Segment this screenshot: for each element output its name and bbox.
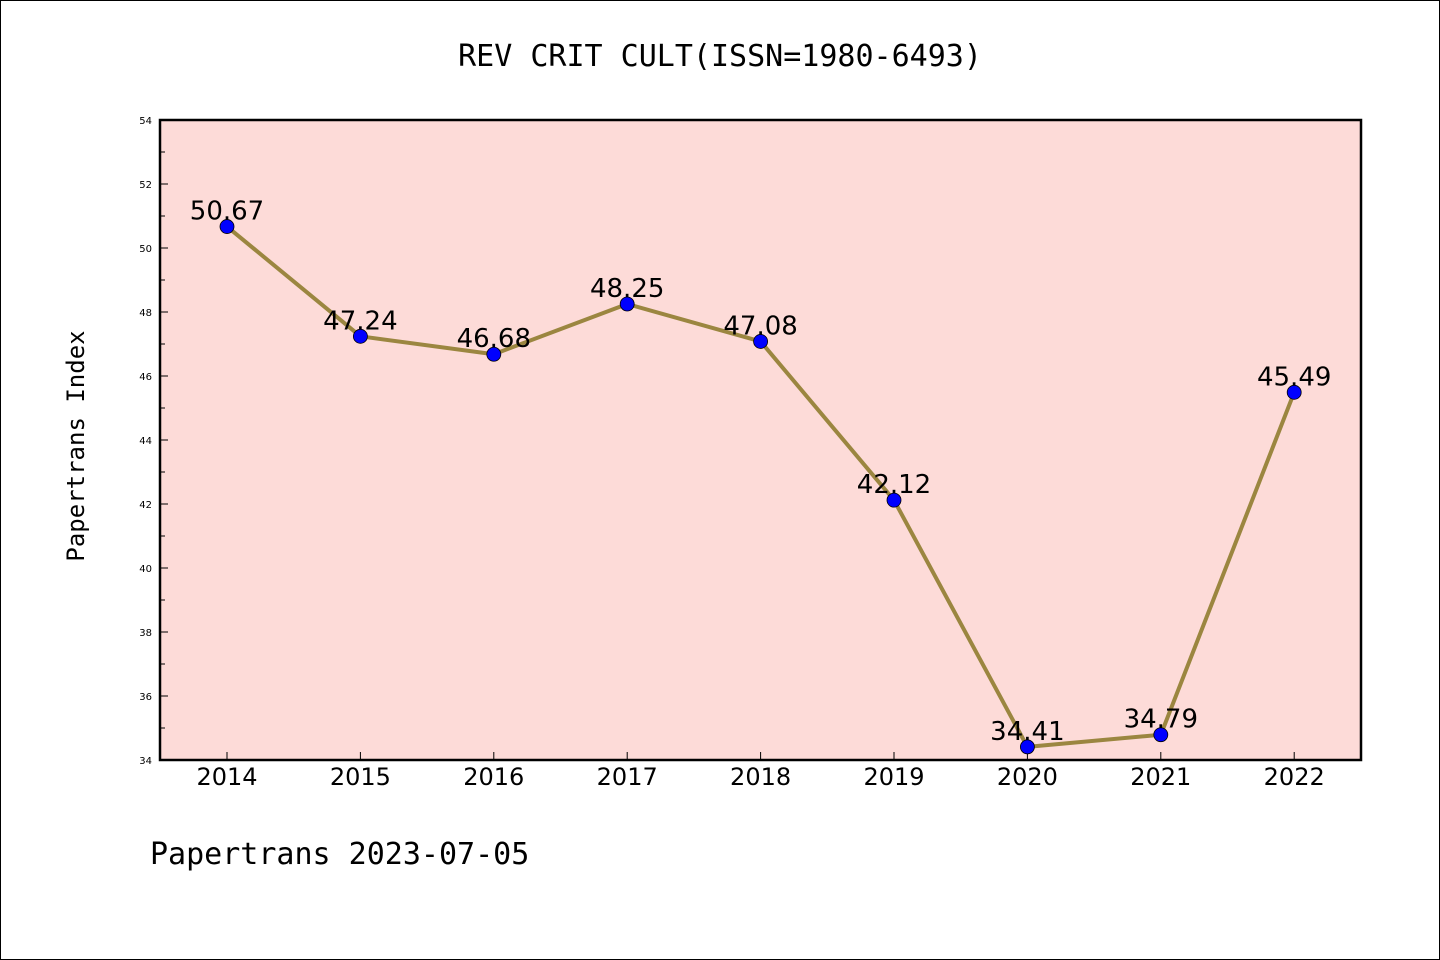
- plot-area: [158, 118, 1363, 762]
- data-label: 46.68: [457, 324, 531, 354]
- data-point: [753, 334, 768, 349]
- y-tick-label: 36: [139, 692, 152, 703]
- data-point: [352, 328, 368, 344]
- data-point: [886, 492, 902, 508]
- x-tick-label: 2020: [997, 763, 1058, 791]
- data-label: 47.24: [323, 306, 397, 336]
- axis-ticks: 34 36 38 40 42 44 46 48 50 52 54 2014 2015 2016 2017 20…: [139, 116, 1324, 791]
- data-label: 47.08: [723, 311, 797, 341]
- x-tick-label: 2017: [597, 763, 658, 791]
- y-tick-label: 40: [139, 564, 152, 575]
- data-point: [486, 346, 502, 362]
- y-tick-label: 34: [139, 756, 152, 767]
- data-point: [1286, 384, 1302, 400]
- y-tick-label: 54: [139, 116, 152, 127]
- x-tick-label: 2019: [863, 763, 924, 791]
- data-label: 45.49: [1257, 362, 1331, 392]
- data-label: 34.79: [1124, 705, 1198, 735]
- y-tick-label: 44: [139, 436, 152, 447]
- x-tick-label: 2016: [463, 763, 524, 791]
- data-point: [1020, 739, 1035, 755]
- footer-text: Papertrans 2023-07-05: [150, 837, 529, 872]
- chart-title: REV CRIT CULT(ISSN=1980-6493): [458, 39, 982, 74]
- data-label: 48.25: [590, 274, 664, 304]
- y-axis-label: Papertrans Index: [62, 330, 90, 561]
- x-tick-label: 2014: [196, 763, 257, 791]
- x-tick-label: 2021: [1130, 763, 1191, 791]
- y-tick-label: 38: [139, 628, 152, 639]
- x-tick-label: 2022: [1264, 763, 1325, 791]
- data-point: [619, 296, 635, 312]
- x-tick-label: 2015: [330, 763, 391, 791]
- y-tick-label: 52: [139, 180, 152, 191]
- data-label: 34.41: [990, 717, 1064, 747]
- y-tick-label: 48: [139, 308, 152, 319]
- y-tick-label: 46: [139, 372, 152, 383]
- series-group: 50.67 47.24 46.68 48.25 47.08 42.12 34.41 34.79…: [190, 197, 1331, 755]
- data-point: [1153, 727, 1169, 743]
- data-label: 50.67: [190, 197, 264, 227]
- data-point: [219, 219, 235, 234]
- x-tick-label: 2018: [730, 763, 791, 791]
- y-tick-label: 50: [139, 244, 152, 255]
- data-label: 42.12: [857, 470, 931, 500]
- y-tick-label: 42: [139, 500, 152, 511]
